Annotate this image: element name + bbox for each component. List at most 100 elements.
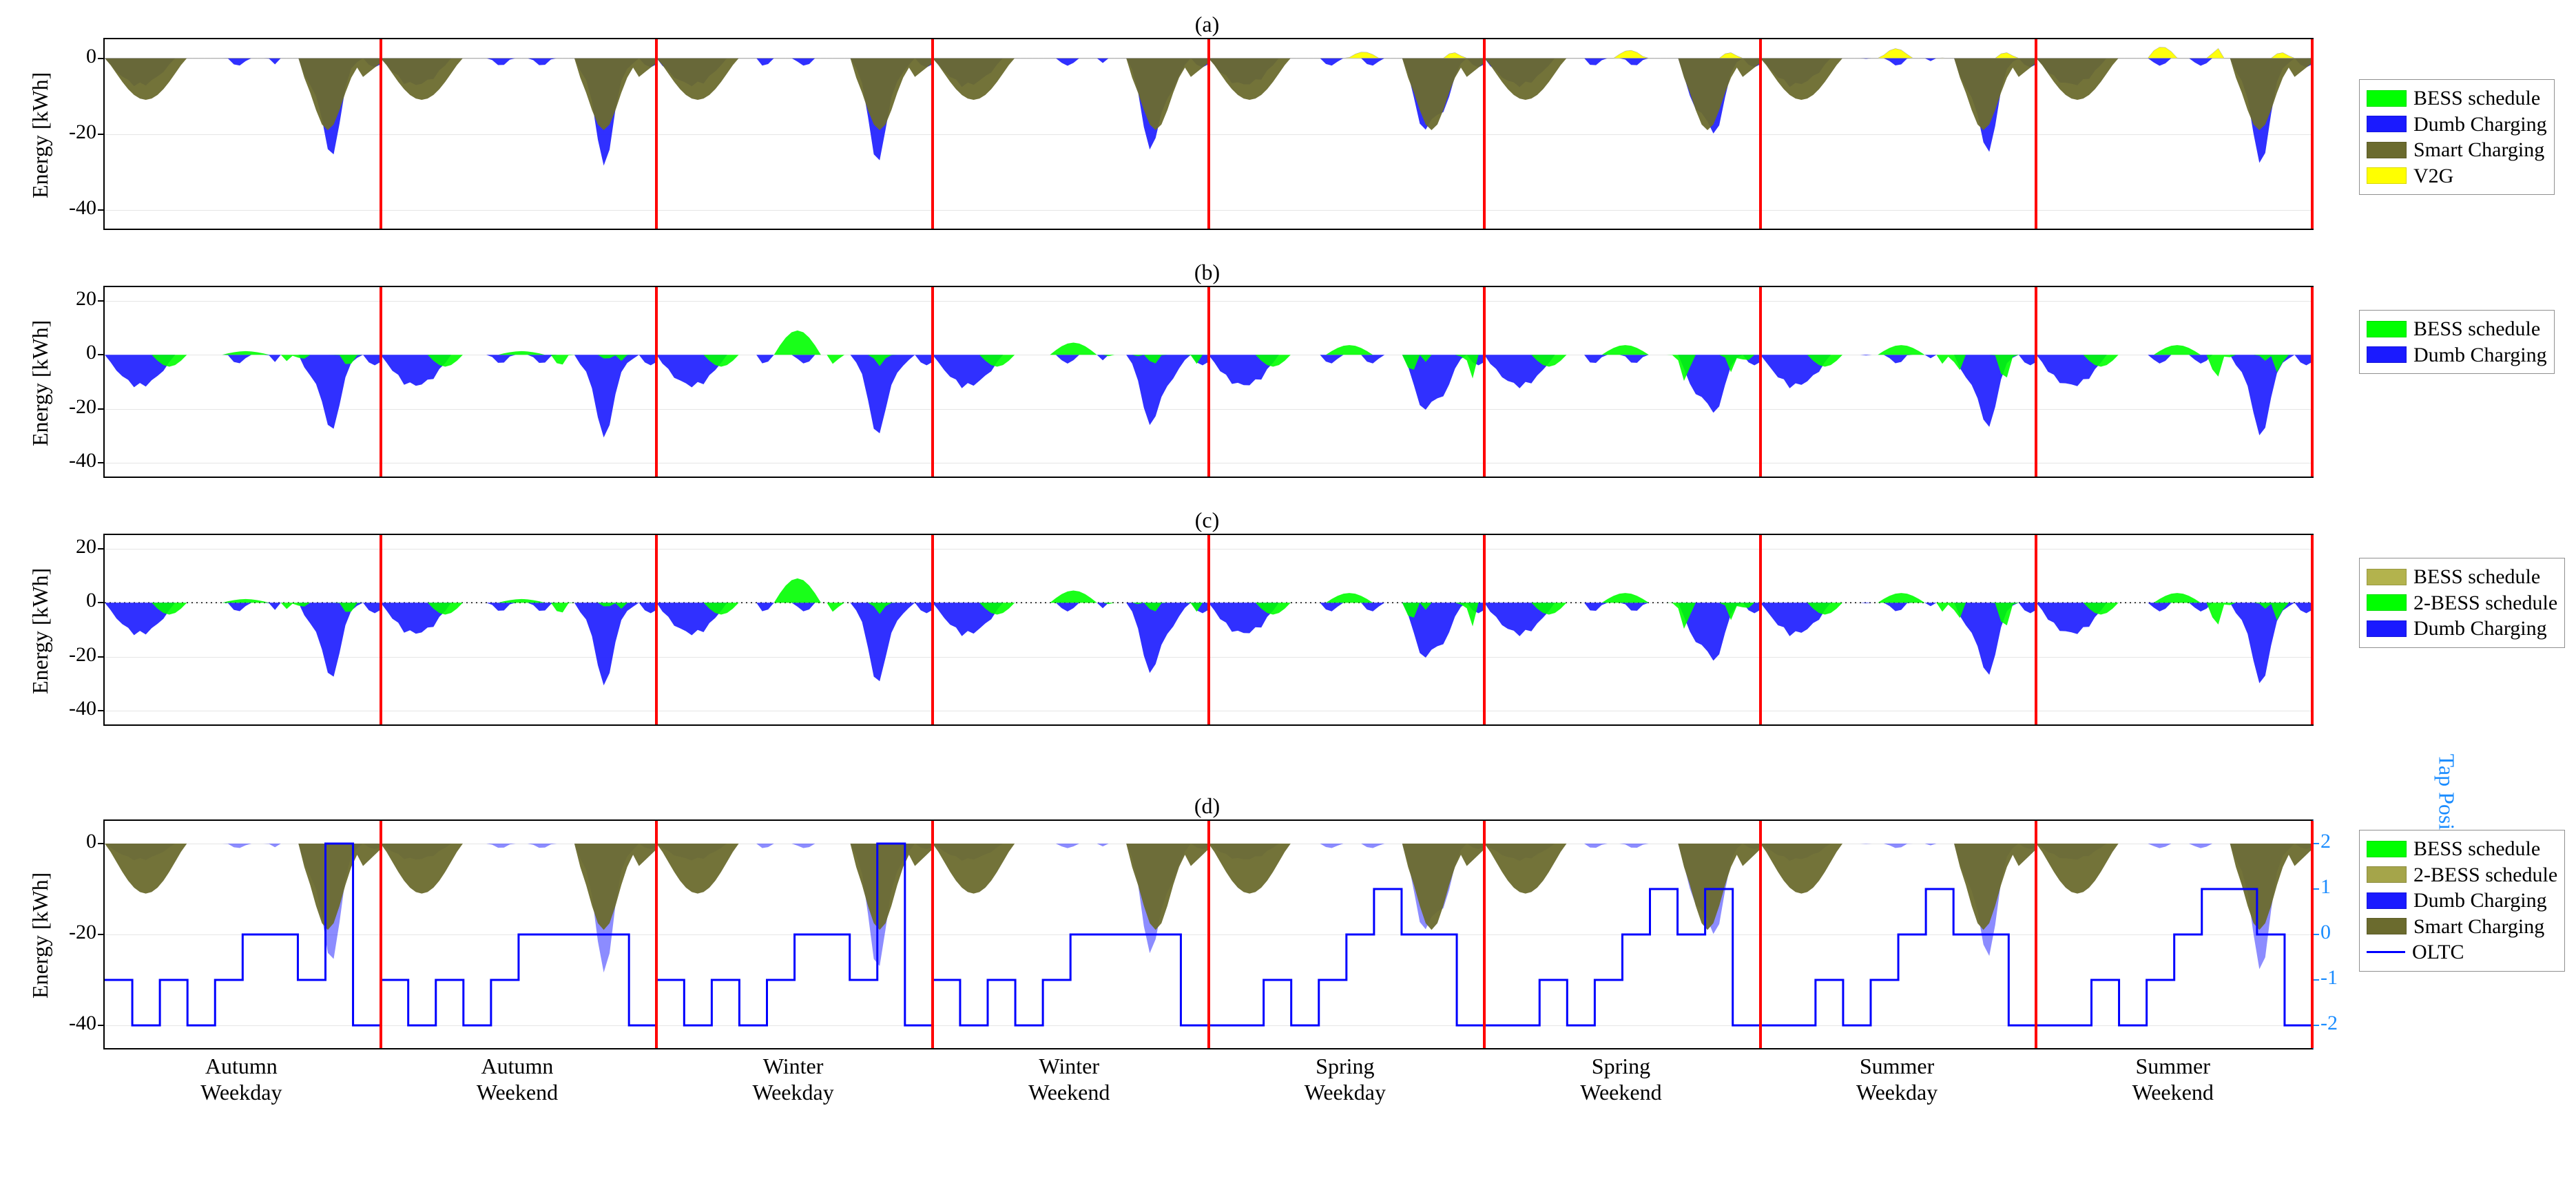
series-smart bbox=[381, 59, 657, 131]
legend-item: Dumb Charging bbox=[2367, 616, 2557, 642]
segment-divider bbox=[2311, 821, 2314, 1048]
segment-divider bbox=[931, 39, 934, 229]
segment-divider bbox=[931, 287, 934, 477]
legend-swatch bbox=[2367, 142, 2407, 158]
series-smart bbox=[381, 844, 657, 930]
ytick-label: 0 bbox=[48, 341, 96, 364]
series-dumb bbox=[1209, 603, 1485, 658]
legend-item: Dumb Charging bbox=[2367, 888, 2557, 914]
plot-area-d bbox=[103, 819, 2314, 1049]
segment-divider bbox=[655, 821, 658, 1048]
segment-divider bbox=[1759, 535, 1762, 724]
legend-swatch bbox=[2367, 841, 2407, 857]
y2tick-label: 1 bbox=[2320, 875, 2331, 899]
series-dumb bbox=[656, 355, 933, 433]
legend-swatch bbox=[2367, 167, 2407, 184]
legend-swatch bbox=[2367, 346, 2407, 363]
legend-c: BESS schedule2-BESS scheduleDumb Chargin… bbox=[2359, 558, 2565, 648]
ytick-mark bbox=[98, 300, 105, 302]
legend-swatch bbox=[2367, 569, 2407, 585]
ytick-label: -40 bbox=[48, 196, 96, 220]
subplot-title-a: (a) bbox=[1180, 12, 1235, 37]
xlabel-line1: Summer bbox=[2070, 1054, 2276, 1079]
legend-item: 2-BESS schedule bbox=[2367, 590, 2557, 616]
segment-divider bbox=[2035, 535, 2037, 724]
legend-swatch bbox=[2367, 90, 2407, 107]
ytick-mark bbox=[98, 408, 105, 410]
legend-swatch bbox=[2367, 866, 2407, 883]
legend-swatch bbox=[2367, 321, 2407, 337]
segment-divider bbox=[2035, 287, 2037, 477]
ytick-mark bbox=[98, 58, 105, 59]
series-v2g bbox=[1484, 50, 1760, 58]
xlabel-line1: Spring bbox=[1517, 1054, 1724, 1079]
legend-label: BESS schedule bbox=[2413, 836, 2540, 862]
series-dumb bbox=[381, 603, 657, 685]
ytick-label: -20 bbox=[48, 921, 96, 944]
segment-divider bbox=[2035, 821, 2037, 1048]
xlabel-line2: Weekday bbox=[690, 1080, 897, 1105]
legend-label: V2G bbox=[2413, 163, 2453, 189]
series-oltc bbox=[933, 934, 1209, 1025]
segment-divider bbox=[380, 821, 382, 1048]
legend-label: Dumb Charging bbox=[2413, 112, 2547, 138]
series-dumb bbox=[2036, 355, 2312, 435]
series-smart bbox=[1209, 59, 1485, 131]
ytick-label: -40 bbox=[48, 697, 96, 720]
legend-label: BESS schedule bbox=[2413, 316, 2540, 342]
legend-item: Smart Charging bbox=[2367, 914, 2557, 940]
series-smart bbox=[656, 844, 933, 930]
segment-divider bbox=[931, 821, 934, 1048]
legend-label: BESS schedule bbox=[2413, 85, 2540, 112]
series-v2g bbox=[1760, 48, 2037, 58]
series-v2g bbox=[1209, 52, 1485, 59]
ylabel-c: Energy [kWh] bbox=[28, 567, 53, 693]
series-dumb bbox=[1760, 603, 2037, 675]
segment-divider bbox=[2035, 39, 2037, 229]
legend-label: Dumb Charging bbox=[2413, 342, 2547, 368]
series-dumb bbox=[1484, 355, 1760, 412]
legend-swatch bbox=[2367, 892, 2407, 909]
segment-divider bbox=[1483, 535, 1486, 724]
segment-divider bbox=[1483, 39, 1486, 229]
y2tick-label: 0 bbox=[2320, 921, 2331, 944]
segment-divider bbox=[1759, 39, 1762, 229]
ylabel-d: Energy [kWh] bbox=[28, 872, 53, 999]
segment-divider bbox=[655, 287, 658, 477]
segment-divider bbox=[931, 535, 934, 724]
legend-b: BESS scheduleDumb Charging bbox=[2359, 310, 2555, 374]
series-dumb bbox=[933, 355, 1209, 425]
segment-divider bbox=[1207, 39, 1210, 229]
series-dumb bbox=[1484, 603, 1760, 660]
segment-divider bbox=[1759, 287, 1762, 477]
ytick-mark bbox=[98, 548, 105, 550]
segment-divider bbox=[380, 535, 382, 724]
xlabel-line1: Summer bbox=[1794, 1054, 2000, 1079]
series-dumb bbox=[381, 355, 657, 437]
segment-divider bbox=[655, 39, 658, 229]
series-smart bbox=[2036, 59, 2312, 131]
segment-divider bbox=[1483, 287, 1486, 477]
ytick-label: -40 bbox=[48, 1012, 96, 1035]
subplot-title-d: (d) bbox=[1180, 793, 1235, 819]
legend-item: Dumb Charging bbox=[2367, 342, 2547, 368]
segment-divider bbox=[655, 535, 658, 724]
series-dumb bbox=[1760, 355, 2037, 427]
segment-divider bbox=[380, 39, 382, 229]
legend-line-swatch bbox=[2367, 945, 2405, 960]
legend-label: Smart Charging bbox=[2413, 914, 2544, 940]
ytick-mark bbox=[98, 934, 105, 935]
legend-swatch bbox=[2367, 918, 2407, 934]
plot-area-b bbox=[103, 286, 2314, 478]
series-smart bbox=[2036, 844, 2312, 930]
ytick-mark bbox=[98, 209, 105, 211]
series-dumb bbox=[656, 603, 933, 681]
legend-item: V2G bbox=[2367, 163, 2547, 189]
legend-swatch bbox=[2367, 620, 2407, 637]
legend-item: 2-BESS schedule bbox=[2367, 862, 2557, 888]
segment-divider bbox=[2311, 535, 2314, 724]
series-oltc bbox=[1209, 889, 1485, 1025]
ylabel-a: Energy [kWh] bbox=[28, 72, 53, 198]
series-dumb bbox=[105, 603, 381, 676]
y2tick-label: 2 bbox=[2320, 830, 2331, 853]
